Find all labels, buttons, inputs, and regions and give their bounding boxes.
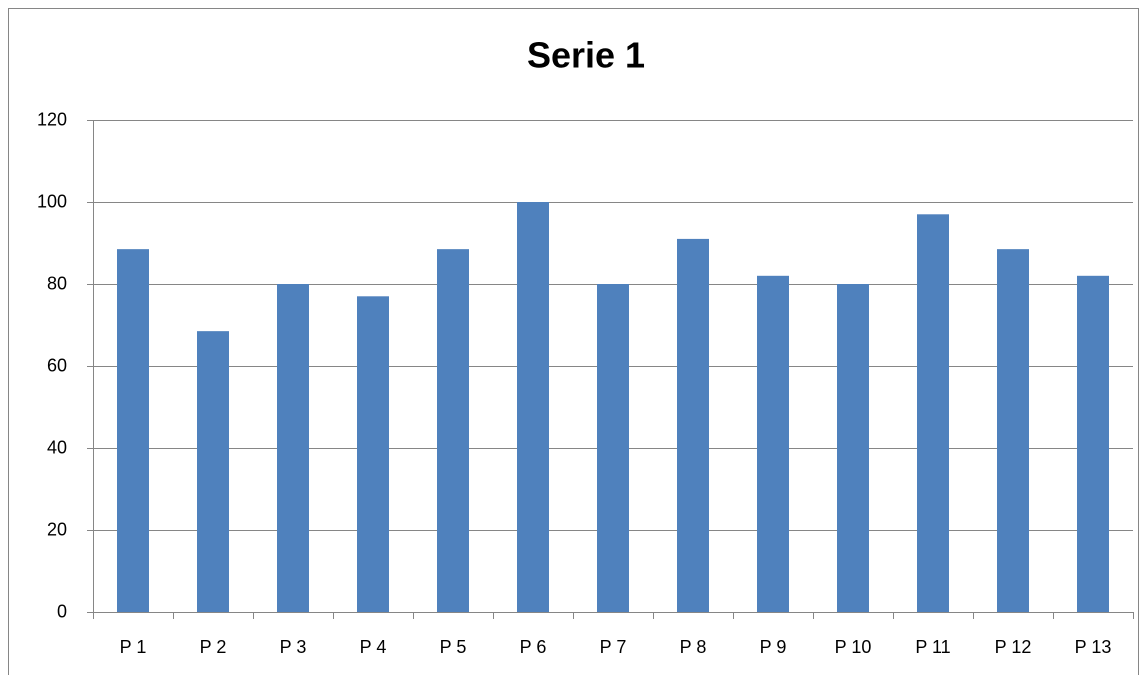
- bar: [117, 249, 149, 612]
- bar: [597, 284, 629, 612]
- x-tick-label: P 12: [995, 637, 1032, 657]
- x-tick-label: P 9: [760, 637, 787, 657]
- chart-border: [8, 8, 1139, 675]
- x-tick-label: P 7: [600, 637, 627, 657]
- y-tick-label: 20: [47, 519, 67, 539]
- bar: [997, 249, 1029, 612]
- bar: [917, 214, 949, 613]
- x-tick-label: P 6: [520, 637, 547, 657]
- x-tick-label: P 10: [835, 637, 872, 657]
- x-tick-label: P 3: [280, 637, 307, 657]
- x-tick-label: P 2: [200, 637, 227, 657]
- x-tick-label: P 11: [915, 637, 950, 657]
- bar: [197, 331, 229, 612]
- bar: [357, 296, 389, 612]
- y-tick-label: 60: [47, 355, 67, 375]
- bar: [437, 249, 469, 612]
- x-tick-label: P 4: [360, 637, 387, 657]
- bar: [677, 238, 709, 612]
- y-tick-label: 100: [37, 191, 67, 211]
- bar: [277, 284, 309, 612]
- bar: [837, 284, 869, 612]
- x-tick-label: P 5: [440, 637, 467, 657]
- x-tick-label: P 1: [120, 637, 147, 657]
- x-tick-label: P 8: [680, 637, 707, 657]
- y-tick-label: 0: [57, 601, 67, 621]
- bar: [1077, 275, 1109, 612]
- y-tick-label: 40: [47, 437, 67, 457]
- bar: [517, 202, 549, 612]
- y-tick-label: 80: [47, 273, 67, 293]
- bar: [757, 275, 789, 612]
- x-tick-label: P 13: [1075, 637, 1112, 657]
- chart-title: Serie 1: [527, 35, 645, 76]
- y-tick-label: 120: [37, 109, 67, 129]
